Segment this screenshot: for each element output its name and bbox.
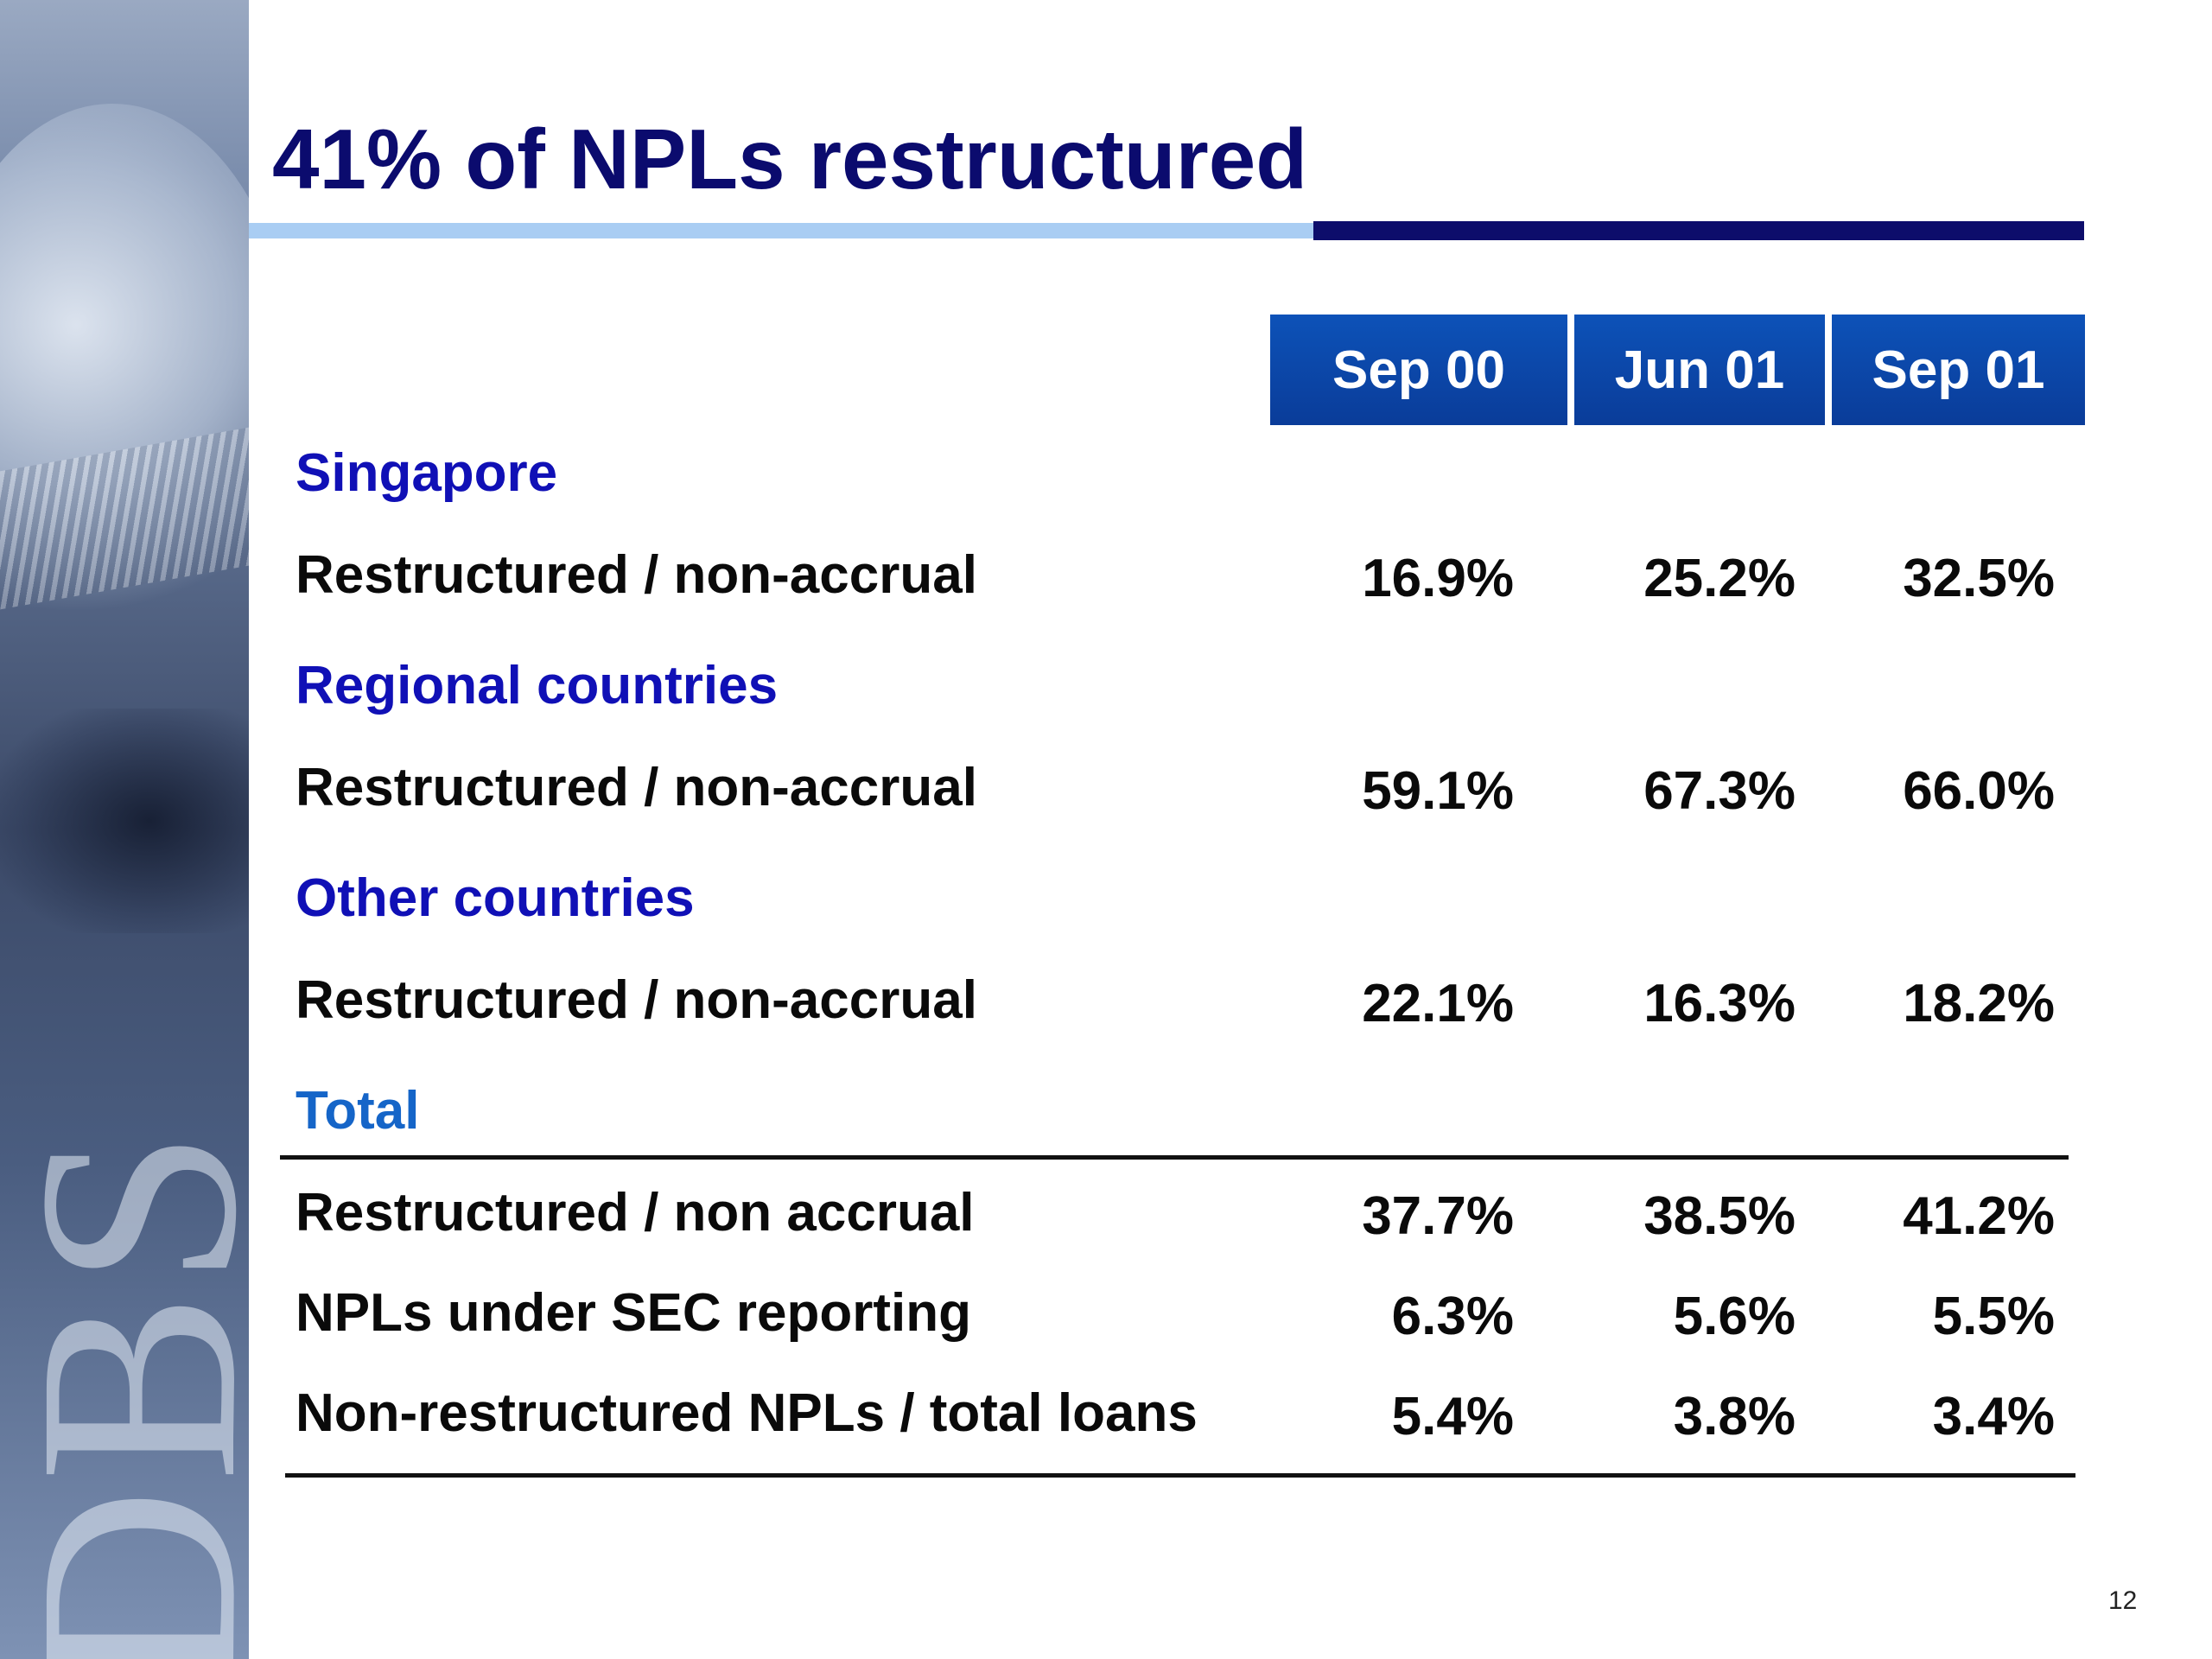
table-cell: 38.5% (1643, 1186, 1796, 1246)
table-cell: 5.6% (1673, 1287, 1796, 1346)
table-cell: 25.2% (1643, 549, 1796, 608)
table-cell: 3.4% (1932, 1387, 2055, 1446)
table-cell: 3.8% (1673, 1387, 1796, 1446)
row-label: NPLs under SEC reporting (296, 1283, 971, 1343)
table-cell: 66.0% (1903, 761, 2055, 821)
column-header-sep-00: Sep 00 (1270, 315, 1567, 425)
column-header-sep-01: Sep 01 (1832, 315, 2085, 425)
table-cell: 22.1% (1362, 974, 1514, 1033)
table-cell: 18.2% (1903, 974, 2055, 1033)
row-label: Restructured / non accrual (296, 1183, 975, 1243)
table-divider-bottom (285, 1473, 2075, 1478)
table-cell: 16.9% (1362, 549, 1514, 608)
table-cell: 16.3% (1643, 974, 1796, 1033)
section-heading-total: Total (296, 1081, 420, 1141)
section-heading-other-countries: Other countries (296, 868, 695, 928)
table-cell: 5.4% (1391, 1387, 1514, 1446)
row-label: Restructured / non-accrual (296, 545, 977, 605)
title-rule-dark (1313, 221, 2084, 240)
shadow-decoration (0, 709, 249, 933)
total-divider-top (280, 1155, 2069, 1160)
row-label: Restructured / non-accrual (296, 970, 977, 1030)
section-heading-regional-countries: Regional countries (296, 656, 779, 715)
coin-sheen-decoration (0, 104, 249, 657)
row-label: Restructured / non-accrual (296, 758, 977, 817)
row-label: Non-restructured NPLs / total loans (296, 1383, 1198, 1443)
table-cell: 37.7% (1362, 1186, 1514, 1246)
table-cell: 59.1% (1362, 761, 1514, 821)
table-cell: 67.3% (1643, 761, 1796, 821)
slide-title: 41% of NPLs restructured (272, 111, 1308, 207)
decorative-photo-strip: DBS (0, 0, 249, 1659)
table-cell: 41.2% (1903, 1186, 2055, 1246)
table-cell: 32.5% (1903, 549, 2055, 608)
table-cell: 5.5% (1932, 1287, 2055, 1346)
title-rule-light (249, 223, 1313, 238)
dbs-watermark-logo: DBS (0, 1123, 249, 1659)
table-cell: 6.3% (1391, 1287, 1514, 1346)
section-heading-singapore: Singapore (296, 443, 558, 503)
page-number: 12 (2108, 1586, 2138, 1615)
column-header-jun-01: Jun 01 (1574, 315, 1825, 425)
